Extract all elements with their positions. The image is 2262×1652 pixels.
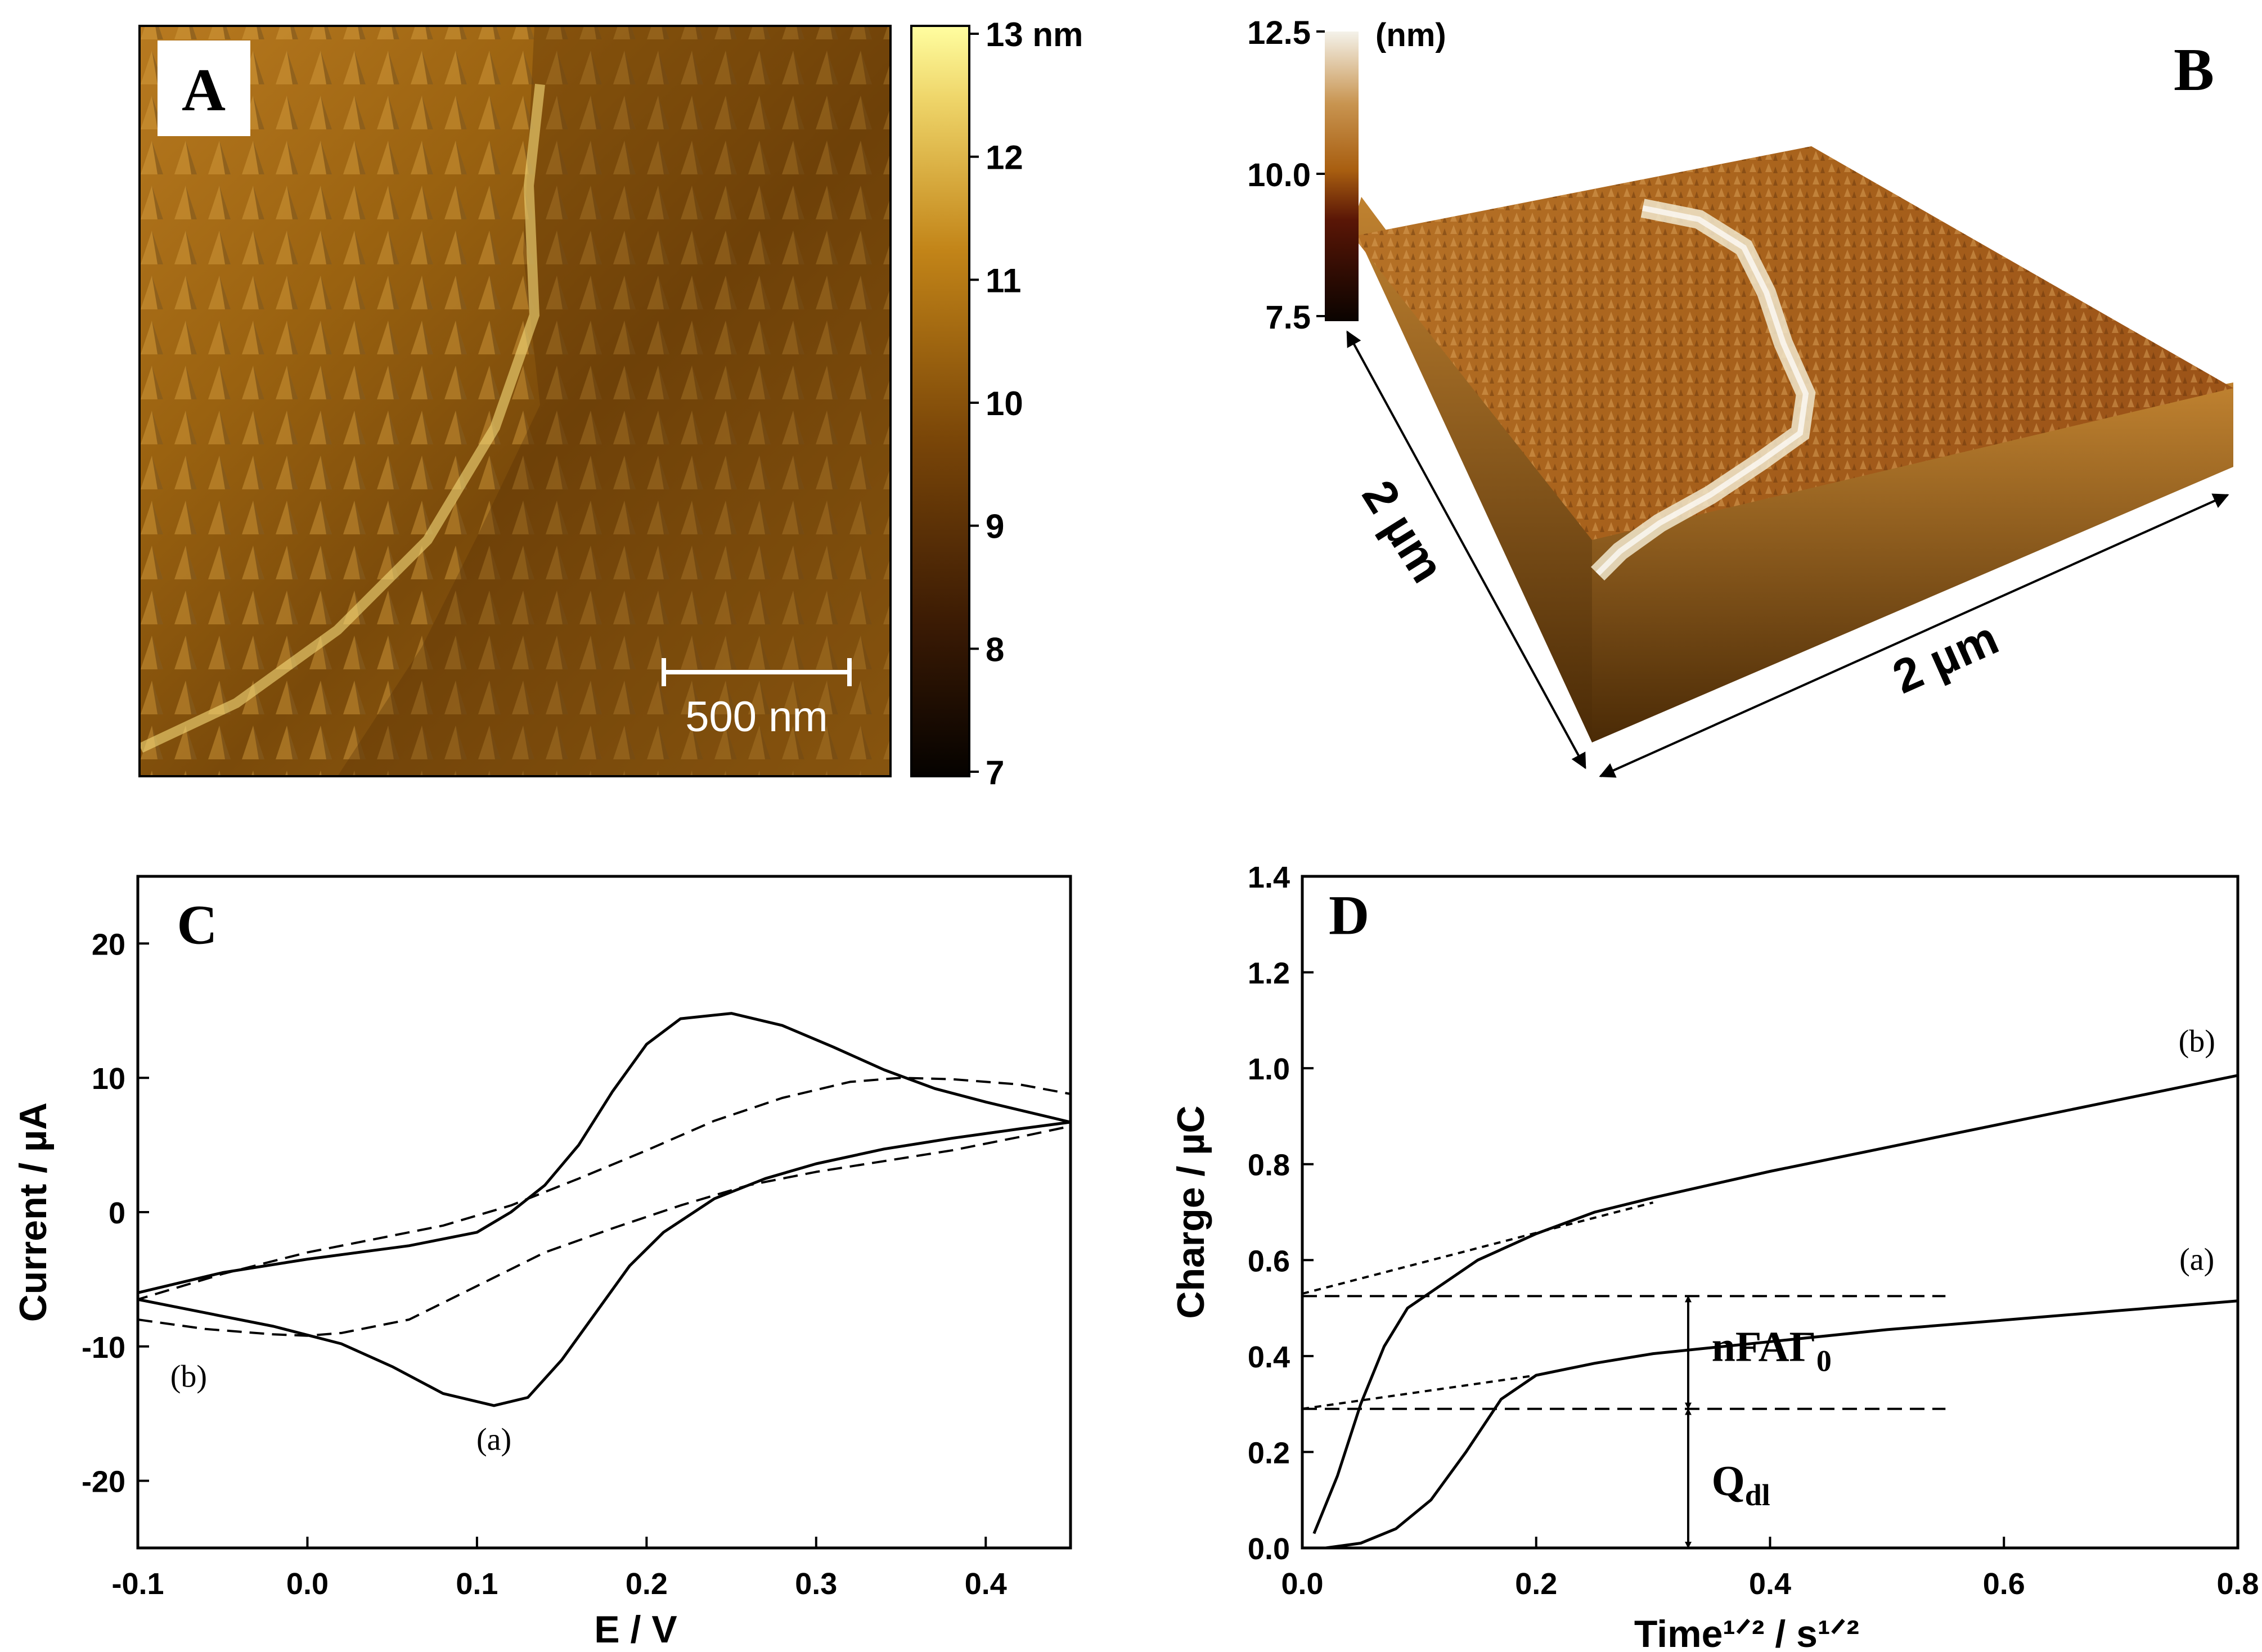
chart-d-annotation: (a) [2179,1242,2214,1277]
chart-c-series-a [137,1012,1072,1407]
colorbar-a-tick-label: 12 [986,139,1023,177]
chart-d-xtick-label: 0.0 [1281,1567,1323,1601]
chart-d-ytick-label: 0.8 [1248,1149,1290,1182]
chart-d-series-b [1312,1074,2238,1534]
chart-c-ytick-label: 20 [92,928,125,961]
chart-d-ylabel: Charge / µC [1170,1105,1212,1318]
colorbar-b-unit: (nm) [1375,17,1446,53]
chart-d-arrow-label: nFAΓ0 [1712,1323,1832,1378]
colorbar-a-tick-label: 13 nm [986,16,1083,53]
chart-d-ytick-label: 1.0 [1248,1052,1290,1086]
chart-c-annotation: C [177,893,217,956]
chart-d-series-a [1325,1299,2238,1550]
colorbar-b: 12.5 10.0 7.5 (nm) [1247,15,1446,336]
chart-d-xlabel: Time¹ᐟ² / s¹ᐟ² [1634,1613,1859,1652]
colorbar-a-tick-label: 8 [986,631,1004,668]
chart-c-ytick-label: -10 [82,1331,125,1365]
panel-a-label-box [158,40,250,136]
panel-b-label: B [2174,37,2214,103]
chart-d-ytick-label: 1.4 [1248,861,1290,894]
dimension-label-right-b: 2 µm [1885,611,2006,703]
afm-texture-a [140,26,891,776]
chart-d-arrow-label: Qdl [1712,1457,1770,1512]
colorbar-b-tick-label: 12.5 [1247,15,1311,51]
panel-a-label: A [182,57,226,124]
colorbar-a-tick-label: 7 [986,754,1004,791]
chart-c-ytick-label: 10 [92,1062,125,1096]
chart-d-ytick-label: 0.0 [1248,1532,1290,1566]
colorbar-b-tick-label: 10.0 [1247,157,1311,193]
afm-bright-ridge-a [138,84,545,753]
chart-d-series-a-extrapolation [1302,1374,1537,1410]
afm-dark-region-a [338,26,891,776]
chart-c-annotation: (b) [170,1359,207,1394]
chart-d-ytick-label: 0.4 [1248,1340,1290,1374]
chart-c-xtick-label: 0.2 [626,1567,668,1601]
colorbar-a-tick-label: 11 [986,262,1021,299]
chart-c-xtick-label: -0.1 [111,1567,164,1601]
chart-c-ylabel: Current / µA [12,1102,55,1322]
chart-d-xtick-label: 0.4 [1749,1567,1791,1601]
chart-d-annotation: (b) [2179,1024,2215,1059]
chart-d-annotation: D [1329,884,1369,946]
chart-c-annotation: (a) [476,1423,511,1457]
chart-d-plot-frame [1301,875,2239,1550]
scalebar-a: 500 nm [662,658,852,741]
chart-c-ytick-label: 0 [109,1196,125,1230]
colorbar-b-tick-label: 7.5 [1265,299,1311,336]
chart-c-ytick-label: -20 [82,1465,125,1499]
chart-d-ytick-label: 0.6 [1248,1244,1290,1278]
chart-c-xtick-label: 0.3 [795,1567,837,1601]
chart-c: -0.1 0.0 0.1 0.2 0.3 0.4 -20 -10 0 10 20 C (b) (a) E… [12,875,1072,1651]
chart-c-series-b [137,1077,1072,1337]
colorbar-a: 13 nm 12 11 10 9 8 7 [910,16,1083,791]
chart-d-xtick-label: 0.8 [2216,1567,2259,1601]
chart-c-xlabel: E / V [594,1608,677,1651]
dimension-label-left-b: 2 µm [1352,471,1455,592]
colorbar-a-tick-label: 9 [986,508,1004,546]
chart-c-plot-frame [136,875,1072,1550]
panel-a: A 500 nm 13 nm 12 11 10 9 8 7 [138,16,1083,791]
chart-c-xtick-label: 0.4 [965,1567,1007,1601]
chart-d-series-b-extrapolation [1302,1201,1654,1295]
scalebar-a-label: 500 nm [685,693,828,741]
chart-c-xtick-label: 0.1 [456,1567,498,1601]
chart-d: 0.0 0.2 0.4 0.6 0.80.00.20.40.60.81.01.21.4 … [1170,861,2259,1652]
chart-d-xtick-label: 0.2 [1515,1567,1557,1601]
panel-b: 12.5 10.0 7.5 (nm) 2 µm 2 µm B [1247,15,2233,778]
chart-d-ytick-label: 0.2 [1248,1436,1290,1470]
chart-d-ytick-label: 1.2 [1248,957,1290,991]
chart-d-xtick-label: 0.6 [1983,1567,2025,1601]
colorbar-a-tick-label: 10 [986,385,1023,422]
chart-c-xtick-label: 0.0 [286,1567,329,1601]
